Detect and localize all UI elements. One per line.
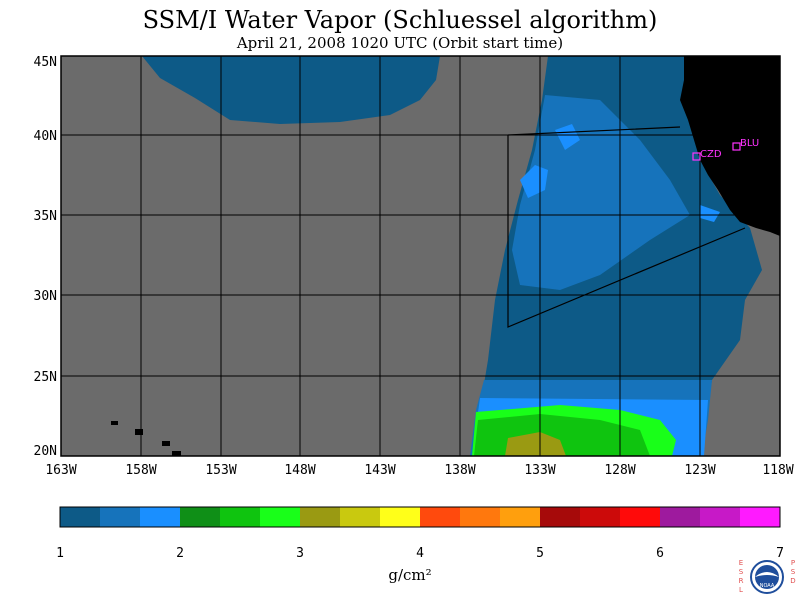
logo-letter: E bbox=[739, 559, 743, 567]
colorbar-swatch bbox=[60, 507, 100, 527]
colorbar-tick-label: 4 bbox=[416, 546, 424, 561]
colorbar-tick-label: 7 bbox=[776, 546, 784, 561]
colorbar-swatch bbox=[700, 507, 740, 527]
grid-lines bbox=[61, 56, 780, 456]
colorbar-swatch bbox=[500, 507, 540, 527]
map-frame bbox=[60, 55, 781, 457]
colorbar-swatch bbox=[740, 507, 780, 527]
station-blu-label: BLU bbox=[740, 138, 759, 149]
station-czd: CZD bbox=[692, 149, 722, 161]
lon-label-133w: 133W bbox=[524, 463, 555, 478]
lat-label-30n: 30N bbox=[34, 289, 57, 304]
lon-label-118w: 118W bbox=[762, 463, 793, 478]
latitude-labels: 45N 40N 35N 30N 25N 20N bbox=[34, 55, 57, 459]
logo-letter: L bbox=[739, 586, 743, 594]
longitude-labels: 163W 158W 153W 148W 143W 138W 133W 128W … bbox=[45, 463, 793, 478]
station-czd-marker bbox=[692, 152, 701, 161]
colorbar-units: g/cm² bbox=[388, 566, 432, 584]
lat-label-35n: 35N bbox=[34, 209, 57, 224]
lon-label-148w: 148W bbox=[284, 463, 315, 478]
logo-letter: D bbox=[790, 577, 795, 585]
station-blu-marker bbox=[732, 142, 741, 151]
hawaiian-islands bbox=[111, 421, 181, 456]
colorbar-swatch bbox=[180, 507, 220, 527]
swath-moist-patch bbox=[512, 95, 690, 290]
colorbar-swatch bbox=[220, 507, 260, 527]
lon-label-158w: 158W bbox=[125, 463, 156, 478]
colorbar-tick-label: 1 bbox=[56, 546, 64, 561]
logo-letter: R bbox=[739, 577, 744, 585]
logo-letter: S bbox=[739, 568, 744, 576]
study-region-outline bbox=[507, 126, 746, 328]
colorbar-swatch bbox=[140, 507, 180, 527]
colorbar-tick-label: 3 bbox=[296, 546, 304, 561]
noaa-seal-bird bbox=[755, 572, 779, 577]
station-blu: BLU bbox=[732, 138, 759, 151]
lon-label-128w: 128W bbox=[604, 463, 635, 478]
lon-label-163w: 163W bbox=[45, 463, 76, 478]
colorbar-swatch bbox=[660, 507, 700, 527]
lat-label-45n: 45N bbox=[34, 55, 57, 70]
lon-label-153w: 153W bbox=[205, 463, 236, 478]
colorbar-swatch bbox=[460, 507, 500, 527]
psd-vertical-text: PSD bbox=[790, 559, 795, 585]
map-subtitle: April 21, 2008 1020 UTC (Orbit start tim… bbox=[236, 34, 564, 52]
colorbar-swatch bbox=[100, 507, 140, 527]
lat-label-40n: 40N bbox=[34, 129, 57, 144]
colorbar-swatch bbox=[340, 507, 380, 527]
colorbar-tick-label: 2 bbox=[176, 546, 184, 561]
colorbar-swatch bbox=[620, 507, 660, 527]
lon-label-123w: 123W bbox=[684, 463, 715, 478]
lon-label-138w: 138W bbox=[444, 463, 475, 478]
noaa-seal-core bbox=[755, 565, 779, 589]
colorbar-swatch bbox=[300, 507, 340, 527]
lat-label-25n: 25N bbox=[34, 370, 57, 385]
colorbar bbox=[59, 506, 781, 528]
swath-north-lobe bbox=[142, 56, 440, 124]
colorbar-swatch bbox=[540, 507, 580, 527]
swath-band-yellowish bbox=[505, 432, 566, 456]
map-title: SSM/I Water Vapor (Schluessel algorithm) bbox=[142, 6, 658, 34]
colorbar-tick-label: 6 bbox=[656, 546, 664, 561]
land-north-america bbox=[680, 56, 780, 236]
noaa-seal-text: NOAA bbox=[760, 583, 775, 589]
logo-letter: P bbox=[791, 559, 795, 567]
lat-label-20n: 20N bbox=[34, 444, 57, 459]
colorbar-swatch bbox=[420, 507, 460, 527]
colorbar-swatch bbox=[580, 507, 620, 527]
lon-label-143w: 143W bbox=[364, 463, 395, 478]
station-czd-label: CZD bbox=[700, 149, 722, 160]
colorbar-swatch bbox=[260, 507, 300, 527]
colorbar-swatch bbox=[380, 507, 420, 527]
colorbar-labels: 1 2 3 4 5 6 7 bbox=[56, 546, 784, 561]
colorbar-frame bbox=[59, 506, 781, 528]
logo-letter: S bbox=[791, 568, 796, 576]
colorbar-tick-label: 5 bbox=[536, 546, 544, 561]
